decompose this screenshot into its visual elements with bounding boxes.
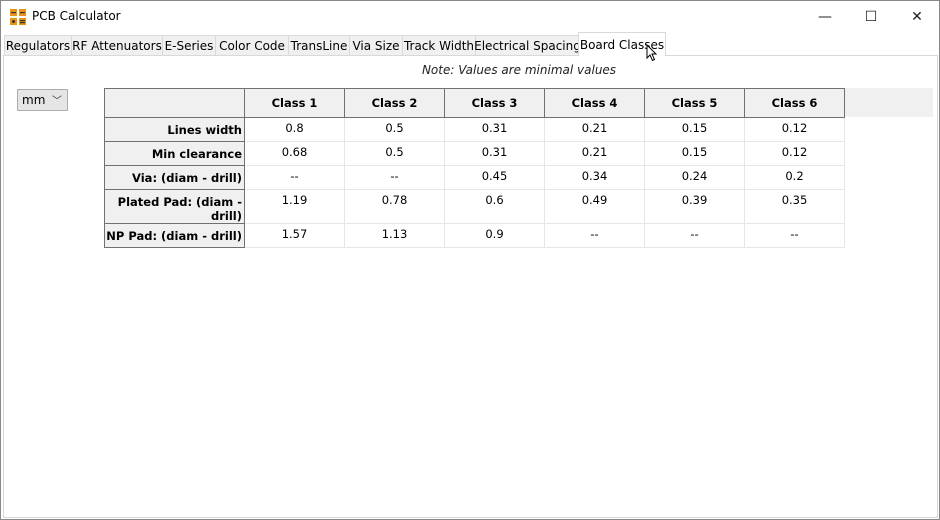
- chevron-down-icon: ﹀: [52, 96, 62, 107]
- table-cell: 0.5: [344, 141, 445, 166]
- column-header: Class 3: [444, 88, 545, 118]
- table-header-row: Class 1 Class 2 Class 3 Class 4 Class 5 …: [104, 88, 845, 118]
- table-row: NP Pad: (diam - drill) 1.57 1.13 0.9 -- -- --: [104, 223, 845, 248]
- table-cell: 0.68: [244, 141, 345, 166]
- row-header: Lines width: [104, 117, 245, 142]
- table-cell: 0.15: [644, 141, 745, 166]
- row-header: Via: (diam - drill): [104, 165, 245, 190]
- window-title: PCB Calculator: [32, 9, 121, 23]
- tab-e-series[interactable]: E-Series: [162, 35, 216, 56]
- table-cell: --: [544, 223, 645, 248]
- table-cell: 0.12: [744, 117, 845, 142]
- table-cell: 0.35: [744, 189, 845, 224]
- table-cell: 0.45: [444, 165, 545, 190]
- mouse-cursor-icon: [646, 44, 658, 62]
- corner-cell: [104, 88, 245, 118]
- table-cell: 0.34: [544, 165, 645, 190]
- table-cell: 0.39: [644, 189, 745, 224]
- table-row: Plated Pad: (diam - drill) 1.19 0.78 0.6 0.4…: [104, 189, 845, 224]
- close-button[interactable]: ✕: [911, 9, 923, 25]
- table-cell: 0.9: [444, 223, 545, 248]
- row-header: Min clearance: [104, 141, 245, 166]
- tab-rf-attenuators[interactable]: RF Attenuators: [71, 35, 163, 56]
- pcb-calculator-icon: [10, 9, 26, 25]
- tab-track-width[interactable]: Track Width: [402, 35, 476, 56]
- table-cell: 0.5: [344, 117, 445, 142]
- table-cell: 0.12: [744, 141, 845, 166]
- table-row: Min clearance 0.68 0.5 0.31 0.21 0.15 0.12: [104, 141, 845, 166]
- table-cell: --: [244, 165, 345, 190]
- row-header: Plated Pad: (diam - drill): [104, 189, 245, 224]
- table-cell: --: [644, 223, 745, 248]
- table-cell: 0.49: [544, 189, 645, 224]
- table-cell: 0.8: [244, 117, 345, 142]
- unit-select[interactable]: mm ﹀: [17, 89, 68, 111]
- tab-via-size[interactable]: Via Size: [349, 35, 403, 56]
- table-cell: 0.6: [444, 189, 545, 224]
- table-cell: 0.31: [444, 141, 545, 166]
- table-cell: 1.57: [244, 223, 345, 248]
- table-cell: 0.78: [344, 189, 445, 224]
- table-cell: 1.19: [244, 189, 345, 224]
- table-cell: 0.21: [544, 117, 645, 142]
- board-classes-table: Class 1 Class 2 Class 3 Class 4 Class 5 …: [104, 88, 845, 248]
- tab-color-code[interactable]: Color Code: [215, 35, 289, 56]
- table-cell: --: [344, 165, 445, 190]
- table-cell: 0.21: [544, 141, 645, 166]
- tab-transline[interactable]: TransLine: [288, 35, 350, 56]
- table-row: Via: (diam - drill) -- -- 0.45 0.34 0.24 0.2: [104, 165, 845, 190]
- column-header: Class 4: [544, 88, 645, 118]
- column-header: Class 1: [244, 88, 345, 118]
- table-row: Lines width 0.8 0.5 0.31 0.21 0.15 0.12: [104, 117, 845, 142]
- table-cell: 0.24: [644, 165, 745, 190]
- tab-regulators[interactable]: Regulators: [4, 35, 72, 56]
- table-cell: 0.15: [644, 117, 745, 142]
- tab-electrical-spacing[interactable]: Electrical Spacing: [474, 35, 581, 56]
- tab-bar: Regulators RF Attenuators E-Series Color…: [1, 32, 939, 56]
- unit-value: mm: [22, 93, 46, 107]
- minimize-button[interactable]: —: [818, 9, 832, 25]
- column-header: Class 5: [644, 88, 745, 118]
- title-bar: PCB Calculator — ☐ ✕: [1, 1, 939, 33]
- maximize-button[interactable]: ☐: [864, 9, 878, 25]
- column-header: Class 2: [344, 88, 445, 118]
- table-cell: 1.13: [344, 223, 445, 248]
- table-cell: 0.2: [744, 165, 845, 190]
- board-classes-panel: Note: Values are minimal values mm ﹀ Cla…: [3, 55, 938, 518]
- note-text: Note: Values are minimal values: [421, 63, 617, 77]
- column-header: Class 6: [744, 88, 845, 118]
- table-cell: --: [744, 223, 845, 248]
- table-cell: 0.31: [444, 117, 545, 142]
- row-header: NP Pad: (diam - drill): [104, 223, 245, 248]
